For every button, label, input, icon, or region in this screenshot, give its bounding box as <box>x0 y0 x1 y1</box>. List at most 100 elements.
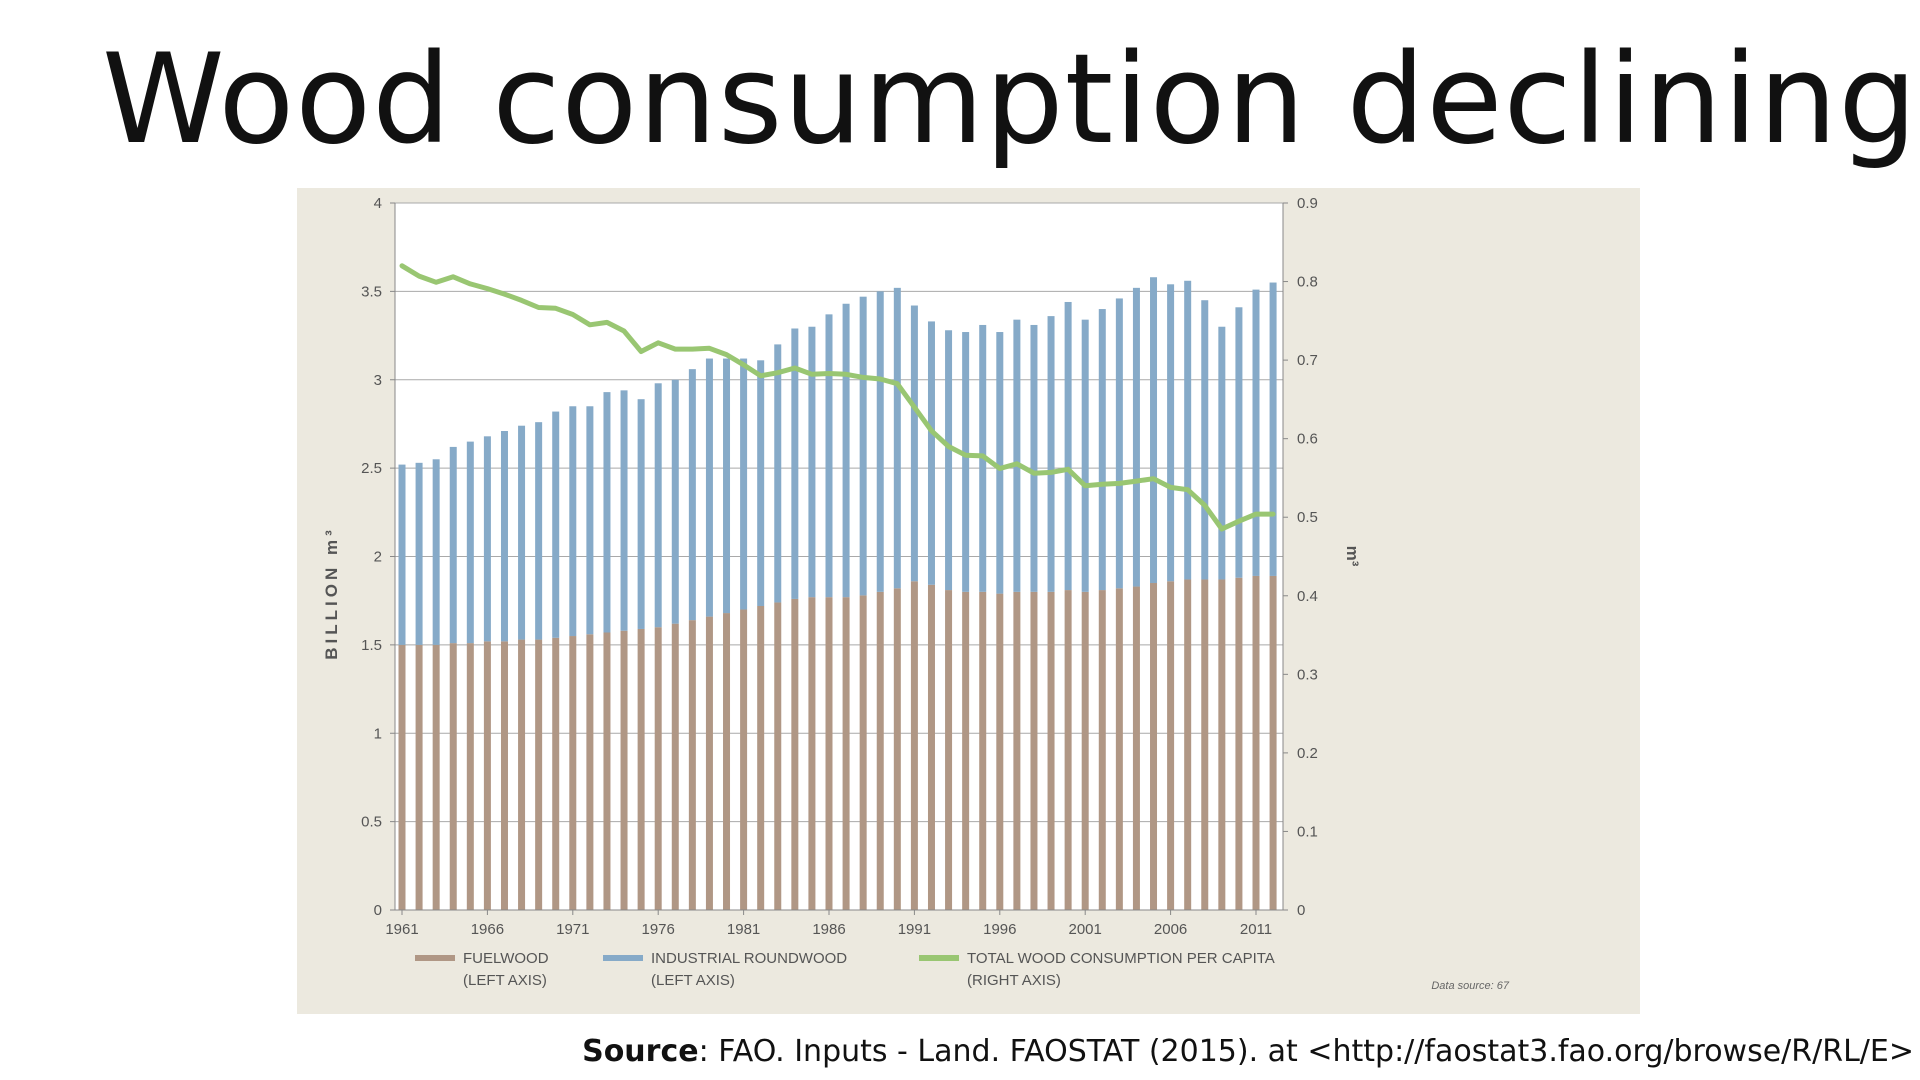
left-axis-tick-label: 2 <box>374 549 382 566</box>
bar-fuelwood <box>962 591 970 910</box>
x-axis-tick-label: 1976 <box>642 921 675 938</box>
bar-industrial-roundwood <box>945 330 953 591</box>
x-axis-tick-label: 1961 <box>385 921 418 938</box>
bar-fuelwood <box>398 644 406 910</box>
bar-industrial-roundwood <box>808 326 816 598</box>
bar-fuelwood <box>893 588 901 910</box>
bar-fuelwood <box>791 598 799 910</box>
bar-fuelwood <box>1047 591 1055 910</box>
left-axis-tick-label: 0 <box>374 902 382 919</box>
bar-fuelwood <box>466 643 474 910</box>
right-axis-tick-label: 0.5 <box>1297 509 1318 526</box>
bar-fuelwood <box>740 609 748 910</box>
bar-industrial-roundwood <box>1218 326 1226 580</box>
bar-fuelwood <box>535 639 543 910</box>
bar-industrial-roundwood <box>910 305 918 582</box>
bar-fuelwood <box>996 593 1004 910</box>
bar-industrial-roundwood <box>671 379 679 624</box>
bar-industrial-roundwood <box>466 441 474 644</box>
bar-industrial-roundwood <box>654 383 662 628</box>
bar-fuelwood <box>876 591 884 910</box>
left-axis-label: BILLION m³ <box>322 526 341 660</box>
bar-fuelwood <box>1235 577 1243 910</box>
bar-fuelwood <box>705 616 713 910</box>
bar-industrial-roundwood <box>569 406 577 637</box>
bar-fuelwood <box>1132 586 1140 910</box>
bar-fuelwood <box>723 613 731 910</box>
bar-fuelwood <box>927 584 935 910</box>
bar-fuelwood <box>757 605 765 910</box>
bar-industrial-roundwood <box>927 321 935 585</box>
wood-consumption-chart: 0 0.5 1 1.5 2 2.5 3 3.5 4 0 0.1 0.2 0.3 0.4 0.5 0.6 0.7 0… <box>322 195 1510 992</box>
bar-industrial-roundwood <box>398 464 406 645</box>
bar-industrial-roundwood <box>1235 307 1243 578</box>
legend-label-industrial: INDUSTRIAL ROUNDWOOD <box>651 950 847 967</box>
bar-industrial-roundwood <box>688 369 696 621</box>
x-axis-tick-label: 2011 <box>1240 921 1272 938</box>
legend-label-per-capita: TOTAL WOOD CONSUMPTION PER CAPITA <box>967 950 1275 967</box>
bar-industrial-roundwood <box>500 431 508 642</box>
bar-fuelwood <box>1252 575 1260 910</box>
bar-industrial-roundwood <box>996 332 1004 594</box>
bar-fuelwood <box>1030 591 1038 910</box>
x-axis-tick-label: 1986 <box>812 921 845 938</box>
bar-fuelwood <box>483 641 491 910</box>
bar-fuelwood <box>945 590 953 910</box>
source-label: Source <box>582 1034 699 1069</box>
bar-industrial-roundwood <box>552 411 560 638</box>
bar-industrial-roundwood <box>432 459 440 645</box>
left-axis-tick-label: 1.5 <box>361 637 382 654</box>
x-axis-tick-label: 2001 <box>1069 921 1102 938</box>
bar-fuelwood <box>620 630 628 910</box>
bar-fuelwood <box>1013 591 1021 910</box>
bar-industrial-roundwood <box>1132 287 1140 587</box>
bar-industrial-roundwood <box>962 332 970 592</box>
data-source-note: Data source: 67 <box>1431 980 1510 992</box>
bar-fuelwood <box>1167 581 1175 910</box>
bar-industrial-roundwood <box>603 392 611 633</box>
bar-industrial-roundwood <box>876 291 884 592</box>
bar-fuelwood <box>1081 591 1089 910</box>
x-axis-tick-label: 1996 <box>983 921 1016 938</box>
bar-fuelwood <box>1150 583 1158 910</box>
bar-industrial-roundwood <box>1098 309 1106 591</box>
bar-fuelwood <box>449 643 457 910</box>
bar-industrial-roundwood <box>705 358 713 617</box>
left-axis-tick-label: 3 <box>374 372 382 389</box>
bar-fuelwood <box>1184 579 1192 910</box>
bar-fuelwood <box>774 602 782 910</box>
bar-fuelwood <box>910 581 918 910</box>
left-axis-tick-label: 3.5 <box>361 283 382 300</box>
bar-fuelwood <box>569 636 577 910</box>
bar-industrial-roundwood <box>842 303 850 598</box>
legend-sub-industrial: (LEFT AXIS) <box>651 972 735 989</box>
source-text: : FAO. Inputs - Land. FAOSTAT (2015). at… <box>698 1034 1914 1069</box>
left-axis-tick-label: 1 <box>374 725 382 742</box>
bar-fuelwood <box>586 634 594 910</box>
bar-industrial-roundwood <box>1013 319 1021 592</box>
bar-industrial-roundwood <box>757 360 765 606</box>
bar-industrial-roundwood <box>859 296 867 596</box>
x-axis-tick-label: 1966 <box>471 921 504 938</box>
chart-panel: 0 0.5 1 1.5 2 2.5 3 3.5 4 0 0.1 0.2 0.3 0.4 0.5 0.6 0.7 0… <box>297 188 1640 1014</box>
bar-fuelwood <box>1269 575 1277 910</box>
right-axis-tick-label: 0.8 <box>1297 274 1318 291</box>
legend-label-fuelwood: FUELWOOD <box>463 950 549 967</box>
right-axis-tick-label: 0.4 <box>1297 588 1318 605</box>
bar-industrial-roundwood <box>1167 284 1175 582</box>
bar-fuelwood <box>1218 579 1226 910</box>
bar-industrial-roundwood <box>1081 319 1089 592</box>
bar-fuelwood <box>500 641 508 910</box>
bar-fuelwood <box>518 639 526 910</box>
bar-fuelwood <box>603 632 611 910</box>
bar-fuelwood <box>637 628 645 910</box>
bar-industrial-roundwood <box>893 287 901 589</box>
bar-industrial-roundwood <box>1115 298 1123 589</box>
bar-industrial-roundwood <box>1064 301 1072 591</box>
bar-fuelwood <box>1098 590 1106 910</box>
bar-fuelwood <box>979 591 987 910</box>
legend-sub-per-capita: (RIGHT AXIS) <box>967 972 1061 989</box>
bar-industrial-roundwood <box>740 358 748 610</box>
bar-fuelwood <box>808 597 816 910</box>
line-per-capita <box>399 263 1276 532</box>
